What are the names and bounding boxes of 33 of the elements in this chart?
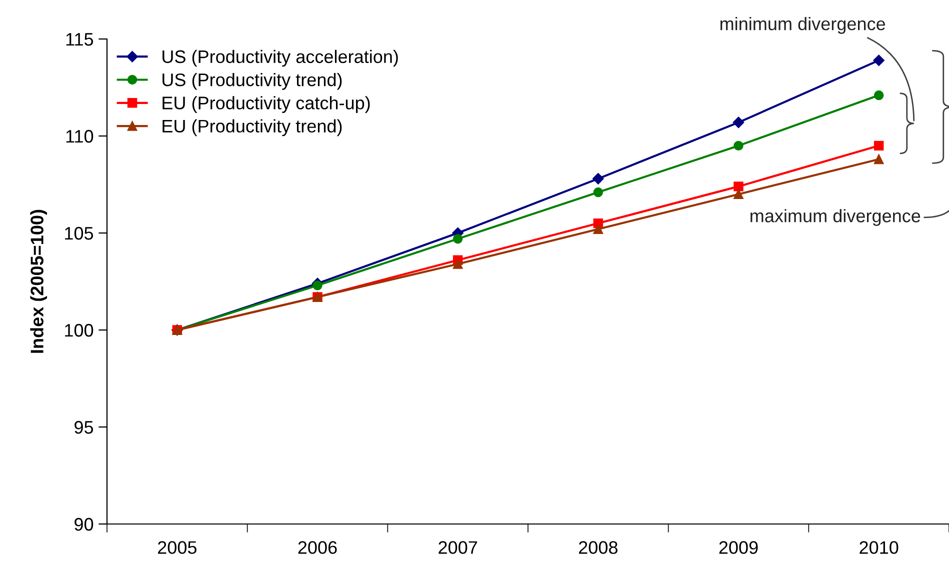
x-tick-label: 2009	[719, 541, 758, 554]
point	[592, 173, 604, 184]
legend-label: US (Productivity trend)	[162, 72, 342, 90]
point	[874, 90, 884, 100]
point	[452, 259, 463, 269]
y-tick-label: 105	[65, 226, 94, 240]
y-tick-label: 110	[66, 130, 94, 143]
point	[593, 187, 604, 198]
point	[734, 182, 744, 192]
legend-label: EU (Productivity trend)	[162, 119, 342, 136]
y-tick-label: 115	[66, 33, 94, 46]
annotation: maximum divergence	[750, 209, 920, 226]
x-tick-label: 2010	[860, 541, 898, 554]
y-tick-label: 100	[65, 324, 94, 337]
point	[734, 140, 744, 151]
point	[312, 280, 322, 290]
y-axis-title: Index (2005=100)	[30, 210, 48, 353]
y-tick-label: 95	[74, 420, 94, 434]
point	[732, 116, 744, 128]
point	[873, 54, 884, 66]
y-tick-label: 90	[74, 518, 94, 531]
legend-label: US (Productivity acceleration)	[162, 50, 398, 67]
x-tick-label: 2005	[158, 541, 196, 554]
point	[734, 189, 744, 200]
point	[874, 154, 884, 164]
x-tick-label: 2008	[578, 541, 618, 554]
x-tick-label: 2007	[438, 541, 478, 554]
text: minimum divergence	[720, 17, 886, 34]
point	[874, 140, 884, 151]
x-tick-label: 2006	[298, 541, 337, 554]
point	[452, 234, 463, 244]
legend-label: EU (Productivity catch-up)	[162, 96, 370, 113]
point	[593, 224, 604, 234]
